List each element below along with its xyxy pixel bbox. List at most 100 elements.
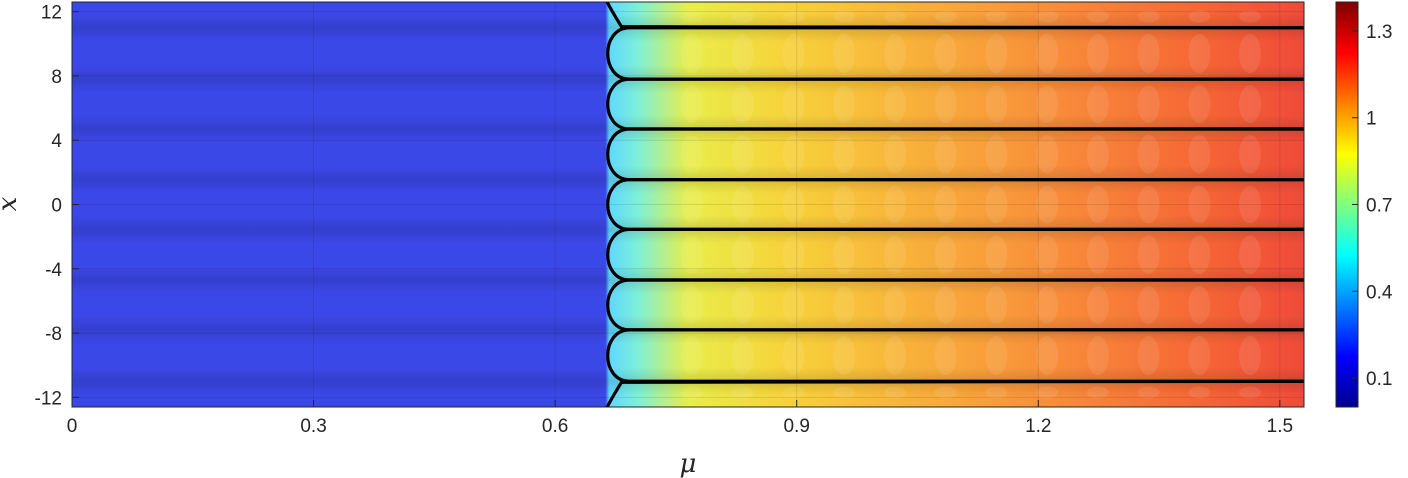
y-tick-label: 12 xyxy=(41,3,62,24)
x-tick-label: 1.5 xyxy=(1267,416,1293,437)
colorbar-tick-label: 0.4 xyxy=(1366,282,1393,303)
blob xyxy=(1036,33,1059,74)
blob xyxy=(731,386,754,399)
blob xyxy=(782,286,805,324)
blob xyxy=(782,185,805,224)
blob xyxy=(1239,33,1262,74)
blob xyxy=(681,235,704,275)
blob xyxy=(782,85,805,123)
blob xyxy=(1239,85,1262,123)
blob xyxy=(1188,286,1211,324)
x-tick-label: 0.9 xyxy=(783,416,809,437)
blob xyxy=(1239,10,1262,23)
colorbar-tick-label: 1 xyxy=(1366,109,1377,130)
blob xyxy=(1188,134,1211,174)
blob xyxy=(681,10,704,23)
blob xyxy=(883,134,906,174)
blob xyxy=(833,386,856,399)
blob xyxy=(883,33,906,74)
x-tick-label: 1.2 xyxy=(1025,416,1051,437)
blob xyxy=(1188,235,1211,275)
x-tick-label: 0.3 xyxy=(300,416,326,437)
blob xyxy=(681,286,704,324)
blob xyxy=(934,85,957,123)
blob xyxy=(1036,134,1059,174)
plot-area xyxy=(72,2,1304,407)
blob xyxy=(883,286,906,324)
blob xyxy=(1239,235,1262,275)
colorbar-tick-label: 1.3 xyxy=(1366,22,1392,43)
blob xyxy=(833,10,856,23)
blob xyxy=(1137,185,1160,224)
blob xyxy=(1188,335,1211,376)
colorbar-tick-label: 0.1 xyxy=(1366,369,1392,390)
blob xyxy=(1036,185,1059,224)
blob xyxy=(1086,85,1109,123)
blob xyxy=(681,33,704,74)
blob xyxy=(1086,386,1109,399)
x-tick-label: 0.6 xyxy=(542,416,568,437)
y-axis-ticks: 12 8 4 0 -4 -8 -12 xyxy=(35,3,79,409)
blob xyxy=(1137,386,1160,399)
y-tick-label: 0 xyxy=(51,196,62,217)
blob xyxy=(883,10,906,23)
blob xyxy=(1239,185,1262,224)
contour-line-0 xyxy=(605,2,1304,30)
y-axis-label: x xyxy=(0,196,23,211)
blob xyxy=(883,335,906,376)
blob xyxy=(833,85,856,123)
blob xyxy=(782,10,805,23)
blob xyxy=(1036,386,1059,399)
blob xyxy=(833,235,856,275)
blob xyxy=(1086,185,1109,224)
blob xyxy=(782,386,805,399)
blob xyxy=(1137,335,1160,376)
blob xyxy=(681,335,704,376)
blob xyxy=(1137,235,1160,275)
y-tick-label: -12 xyxy=(35,388,62,409)
blob xyxy=(985,286,1008,324)
colorbar: 1.3 1 0.7 0.4 0.1 xyxy=(1335,1,1393,408)
blob xyxy=(681,134,704,174)
blob xyxy=(681,386,704,399)
blob xyxy=(1036,10,1059,23)
blob xyxy=(985,335,1008,376)
blob xyxy=(985,10,1008,23)
blob xyxy=(731,286,754,324)
blob xyxy=(1086,33,1109,74)
blob xyxy=(985,386,1008,399)
blob xyxy=(833,335,856,376)
blob xyxy=(1086,286,1109,324)
blob xyxy=(833,134,856,174)
blob xyxy=(681,185,704,224)
blob xyxy=(731,335,754,376)
blob xyxy=(833,286,856,324)
blob xyxy=(1036,85,1059,123)
x-axis-label: μ xyxy=(680,449,697,478)
blob-layer xyxy=(681,10,1262,399)
blob xyxy=(731,33,754,74)
contour-line-last xyxy=(605,379,1304,407)
contour-lines xyxy=(605,2,1304,407)
blob xyxy=(934,335,957,376)
blob xyxy=(1137,85,1160,123)
blob xyxy=(985,85,1008,123)
blob xyxy=(1239,286,1262,324)
blob xyxy=(833,33,856,74)
blob xyxy=(934,386,957,399)
blob xyxy=(681,85,704,123)
blob xyxy=(731,185,754,224)
blob xyxy=(731,10,754,23)
y-tick-label: -4 xyxy=(45,260,62,281)
blob xyxy=(883,85,906,123)
blob xyxy=(1188,185,1211,224)
blob xyxy=(731,85,754,123)
blob xyxy=(1086,235,1109,275)
blob xyxy=(1036,286,1059,324)
y-tick-label: 8 xyxy=(51,67,62,88)
x-tick-label: 0 xyxy=(67,416,78,437)
blob xyxy=(782,134,805,174)
blob xyxy=(934,286,957,324)
blob xyxy=(1137,33,1160,74)
